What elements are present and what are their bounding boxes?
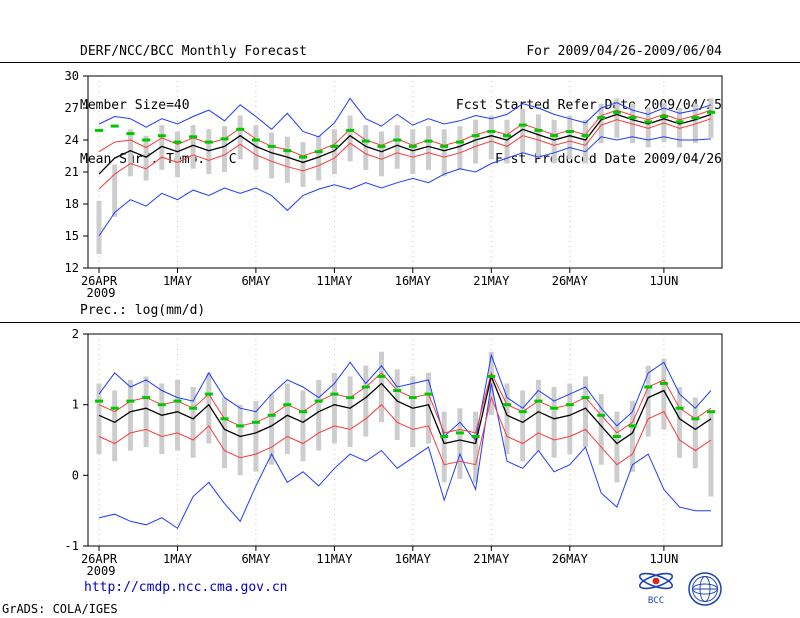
grads-credit: GrADS: COLA/IGES <box>2 602 118 616</box>
svg-text:-1: -1 <box>65 539 79 553</box>
svg-text:2: 2 <box>72 327 79 341</box>
forecast-range-label: For 2009/04/26-2009/06/04 <box>526 44 722 59</box>
svg-text:2009: 2009 <box>87 286 116 300</box>
svg-text:21MAY: 21MAY <box>473 274 510 288</box>
ncc-logo <box>684 570 726 614</box>
svg-text:21: 21 <box>65 165 79 179</box>
svg-text:12: 12 <box>65 261 79 275</box>
svg-text:26MAY: 26MAY <box>552 552 589 566</box>
svg-text:11MAY: 11MAY <box>316 552 353 566</box>
svg-text:26APR: 26APR <box>81 274 118 288</box>
member-size-label: Member Size=40 <box>80 98 190 113</box>
produced-date-label: Fcst Produced Date 2009/04/26 <box>495 152 722 167</box>
header-divider <box>0 62 800 63</box>
svg-text:27: 27 <box>65 101 79 115</box>
svg-text:15: 15 <box>65 229 79 243</box>
svg-text:16MAY: 16MAY <box>395 274 432 288</box>
svg-text:1MAY: 1MAY <box>163 552 193 566</box>
svg-text:16MAY: 16MAY <box>395 552 432 566</box>
svg-text:24: 24 <box>65 133 79 147</box>
svg-text:18: 18 <box>65 197 79 211</box>
svg-text:1MAY: 1MAY <box>163 274 193 288</box>
ncc-globe-icon <box>688 572 722 606</box>
bcc-logo-dot <box>652 577 660 585</box>
prec-variable-label: Prec.: log(mm/d) <box>80 303 206 318</box>
svg-text:6MAY: 6MAY <box>241 274 271 288</box>
svg-text:1: 1 <box>72 398 79 412</box>
bcc-logo: BCC <box>632 568 680 610</box>
svg-text:11MAY: 11MAY <box>316 274 353 288</box>
bcc-logo-label: BCC <box>648 596 664 606</box>
svg-text:6MAY: 6MAY <box>241 552 271 566</box>
prec-divider <box>0 322 800 323</box>
svg-text:2009: 2009 <box>87 564 116 578</box>
svg-text:21MAY: 21MAY <box>473 552 510 566</box>
svg-text:1JUN: 1JUN <box>649 274 678 288</box>
svg-text:26MAY: 26MAY <box>552 274 589 288</box>
svg-text:30: 30 <box>65 69 79 83</box>
page-title: DERF/NCC/BCC Monthly Forecast <box>80 44 307 59</box>
svg-text:26APR: 26APR <box>81 552 118 566</box>
svg-text:1JUN: 1JUN <box>649 552 678 566</box>
svg-text:0: 0 <box>72 468 79 482</box>
bcc-logo-graphic: BCC <box>638 572 674 606</box>
source-url: http://cmdp.ncc.cma.gov.cn <box>84 580 288 595</box>
